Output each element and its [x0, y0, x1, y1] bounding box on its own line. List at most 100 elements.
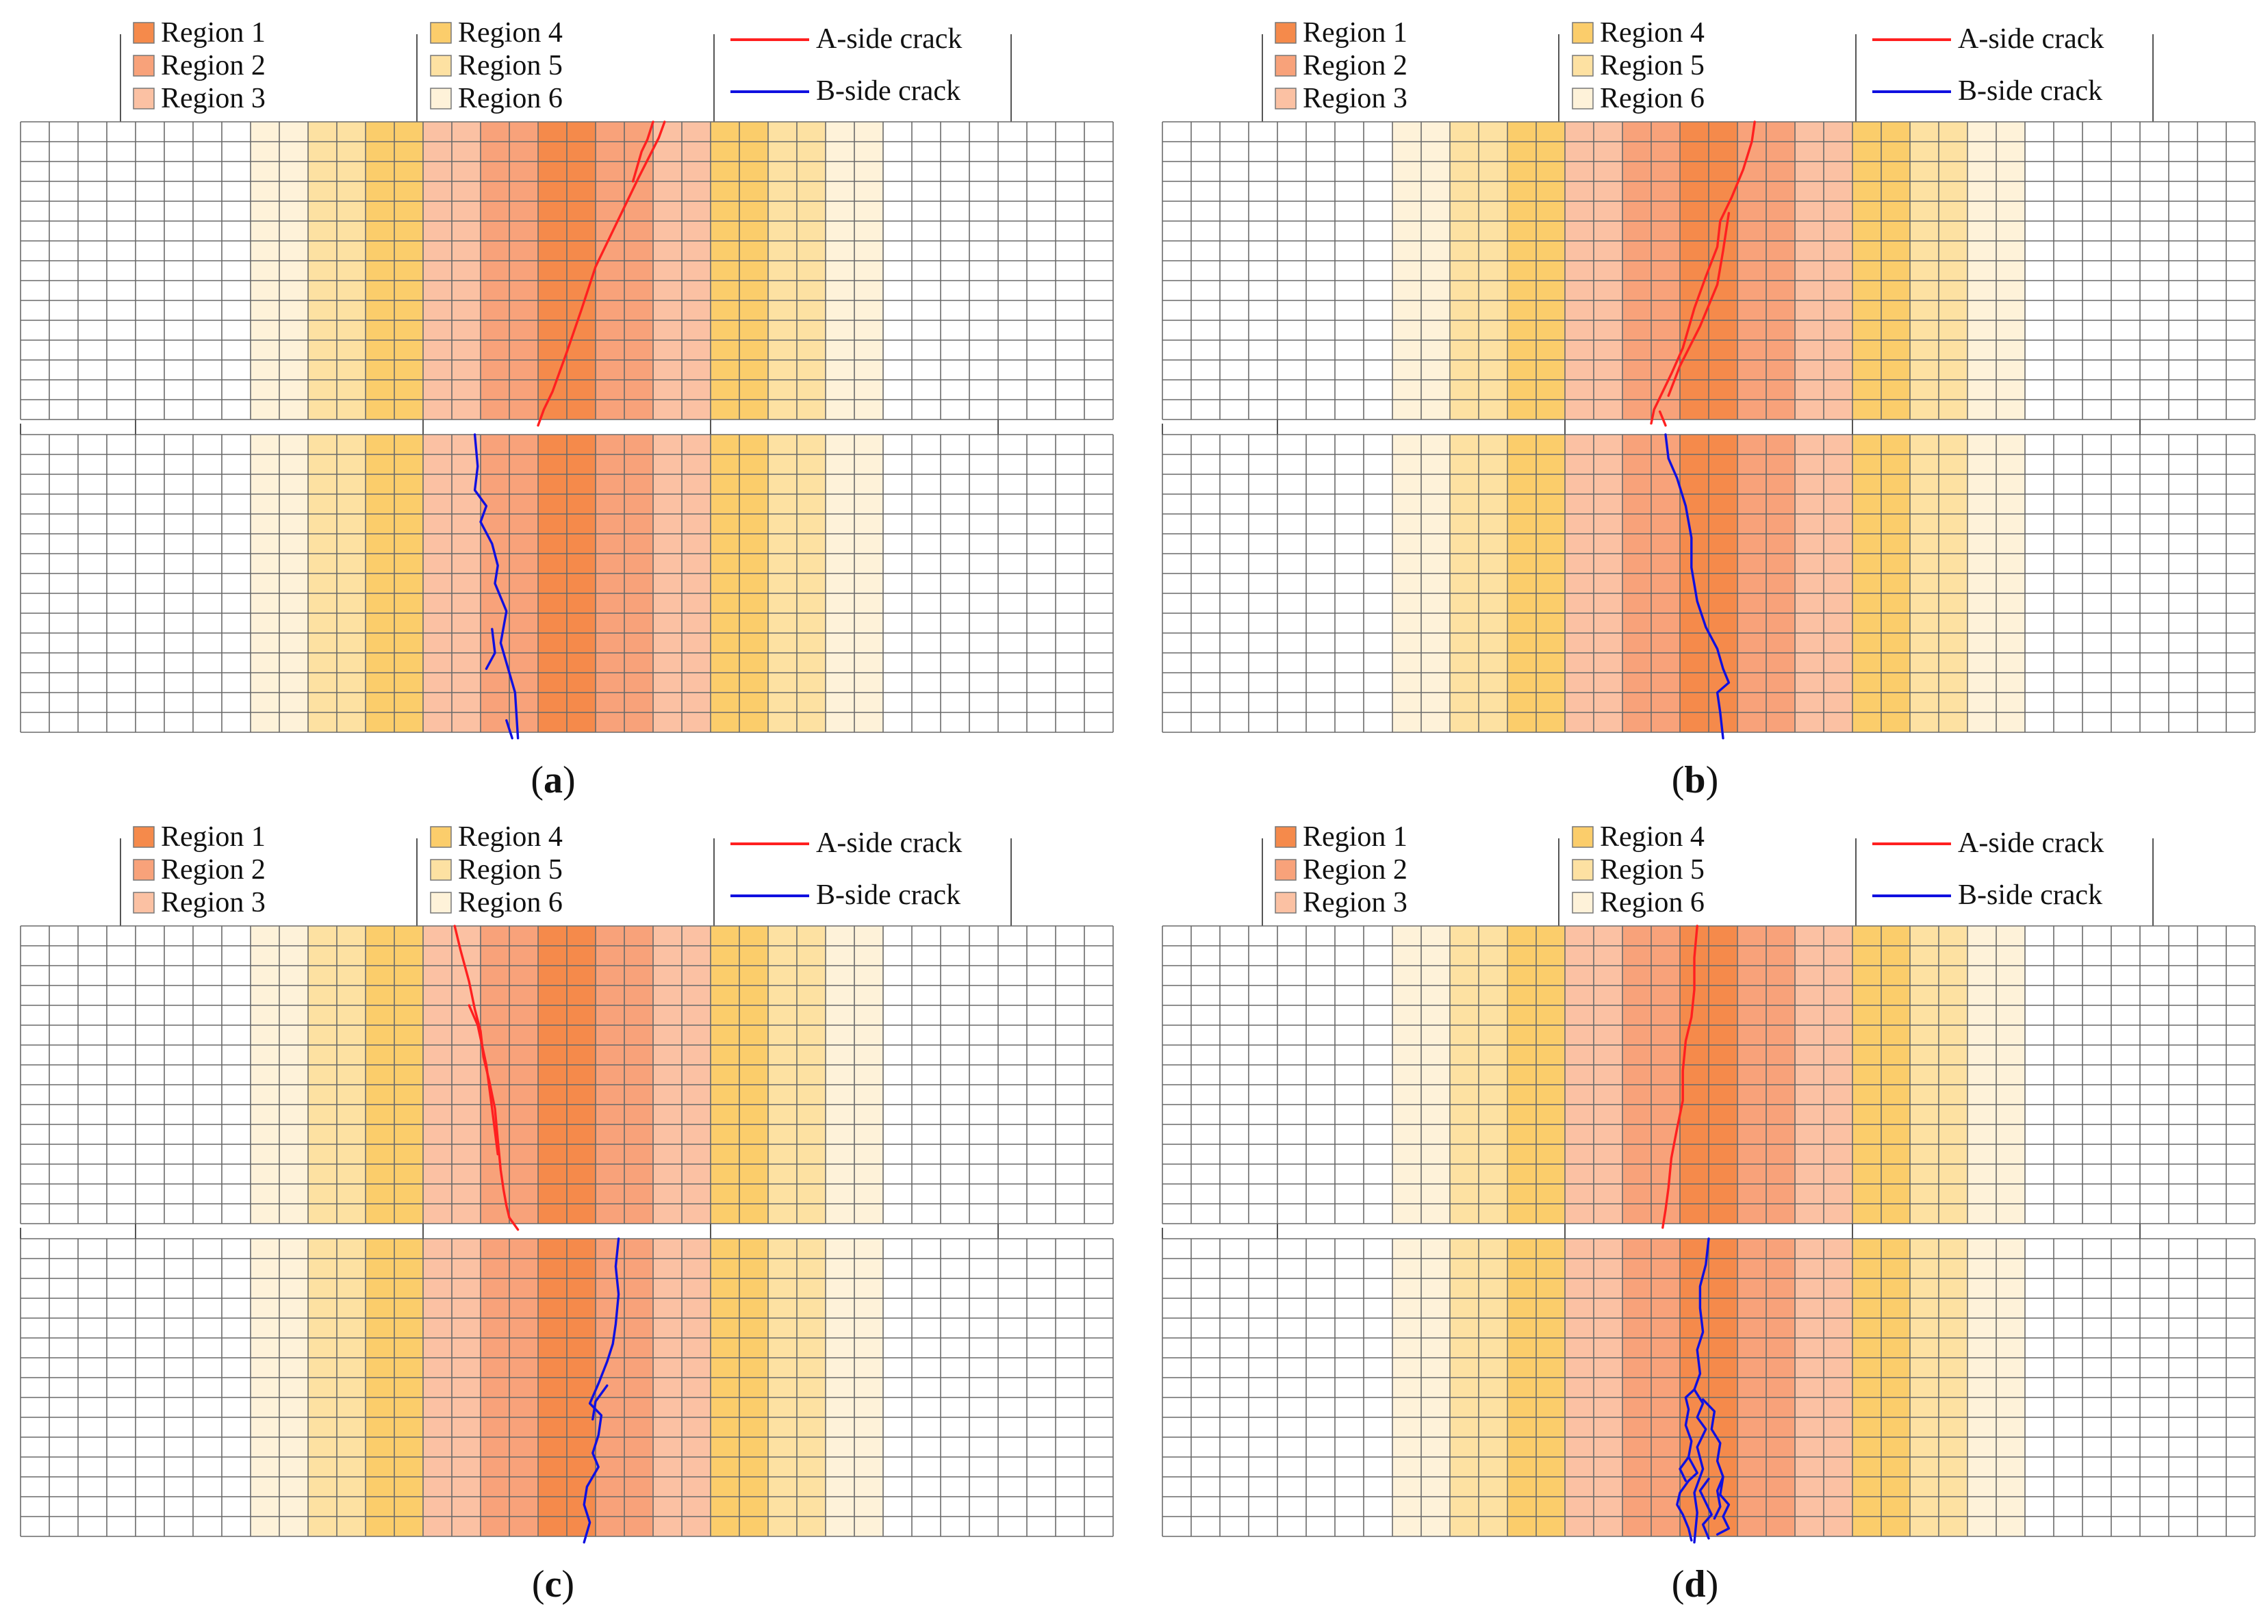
a-side-grid: [20, 925, 1114, 1224]
region-column-3: [452, 122, 481, 420]
region-column-2: [1651, 926, 1681, 1224]
region-column-4: [1852, 1239, 1882, 1536]
region-column-6: [1967, 1239, 1997, 1536]
a-side-grid: [20, 121, 1114, 420]
region-column-6: [854, 926, 884, 1224]
region-column-2: [624, 1239, 654, 1536]
region-column-2: [1737, 926, 1767, 1224]
legend-swatch-region-1: [1275, 22, 1297, 44]
b-side-crack: [1698, 1478, 1713, 1540]
panel-label-open: (: [1672, 759, 1685, 801]
region-column-5: [1939, 926, 1968, 1224]
legend-swatch-region-5: [430, 55, 452, 77]
grid-lines: [20, 434, 1114, 733]
region-column-6: [1967, 926, 1997, 1224]
region-column-5: [797, 926, 826, 1224]
legend-swatch-region-5: [430, 859, 452, 881]
legend-swatch-region-2: [1275, 859, 1297, 881]
b-side-crack: [583, 1237, 620, 1544]
region-column-5: [768, 435, 798, 732]
region-column-6: [1392, 122, 1422, 420]
region-column-4: [394, 435, 424, 732]
region-column-5: [308, 1239, 337, 1536]
region-column-2: [1622, 1239, 1652, 1536]
legend-label-region-5: Region 5: [1600, 50, 1705, 81]
region-column-4: [1881, 926, 1911, 1224]
region-column-3: [1565, 435, 1594, 732]
region-column-3: [682, 926, 711, 1224]
region-column-4: [1536, 926, 1566, 1224]
legend-label-region-1: Region 1: [1303, 17, 1407, 49]
grid-lines: [20, 1238, 1114, 1537]
region-column-4: [1536, 1239, 1566, 1536]
b-side-grid: [1162, 1238, 2256, 1537]
region-column-2: [596, 926, 625, 1224]
a-side-crack: [1658, 410, 1667, 427]
region-column-5: [1450, 1239, 1479, 1536]
region-column-4: [1881, 1239, 1911, 1536]
region-column-3: [1824, 1239, 1853, 1536]
region-column-6: [251, 435, 280, 732]
legend-label-region-6: Region 6: [458, 83, 563, 114]
grid-lines: [20, 925, 1114, 1224]
region-column-1: [1709, 435, 1738, 732]
region-column-1: [567, 926, 596, 1224]
region-column-6: [826, 122, 855, 420]
region-column-5: [337, 1239, 366, 1536]
region-column-1: [1709, 122, 1738, 420]
legend-label-region-2: Region 2: [1303, 854, 1407, 886]
region-column-5: [1910, 435, 1939, 732]
legend-b-side-label: B-side crack: [816, 75, 960, 107]
region-column-2: [1766, 122, 1796, 420]
region-column-5: [1910, 926, 1939, 1224]
legend-label-region-4: Region 4: [458, 17, 563, 49]
legend-swatch-region-1: [133, 826, 155, 848]
legend-a-side-label: A-side crack: [1958, 827, 2104, 859]
legend-swatch-region-6: [430, 88, 452, 109]
region-column-4: [711, 1239, 740, 1536]
region-column-4: [394, 1239, 424, 1536]
region-column-6: [251, 1239, 280, 1536]
region-column-6: [1421, 1239, 1451, 1536]
region-column-2: [509, 926, 539, 1224]
region-column-4: [739, 435, 769, 732]
region-column-1: [538, 122, 568, 420]
region-column-4: [366, 926, 395, 1224]
region-column-6: [826, 435, 855, 732]
region-column-5: [1450, 122, 1479, 420]
region-column-2: [596, 435, 625, 732]
region-column-2: [1651, 122, 1681, 420]
region-column-3: [1795, 122, 1824, 420]
region-column-6: [854, 122, 884, 420]
b-side-crack: [591, 1384, 609, 1421]
region-column-2: [1737, 435, 1767, 732]
panel-label-letter: b: [1684, 759, 1705, 801]
legend-label-region-3: Region 3: [1303, 887, 1407, 918]
legend-swatch-region-1: [133, 22, 155, 44]
legend-swatch-region-2: [133, 859, 155, 881]
legend-label-region-5: Region 5: [458, 50, 563, 81]
region-column-5: [337, 122, 366, 420]
legend-a-side-label: A-side crack: [816, 23, 962, 55]
region-column-4: [1507, 1239, 1537, 1536]
region-column-6: [1392, 1239, 1422, 1536]
region-column-1: [567, 122, 596, 420]
legend-swatch-region-2: [133, 55, 155, 77]
region-column-3: [452, 1239, 481, 1536]
region-column-6: [279, 1239, 309, 1536]
region-column-5: [337, 435, 366, 732]
grid-lines: [1162, 925, 2256, 1224]
legend-label-region-3: Region 3: [161, 887, 266, 918]
legend-swatch-region-3: [133, 88, 155, 109]
region-column-3: [653, 122, 683, 420]
panel-label-close: ): [561, 1563, 574, 1606]
region-column-5: [337, 926, 366, 1224]
legend-label-region-1: Region 1: [161, 821, 266, 853]
region-column-1: [538, 1239, 568, 1536]
region-column-3: [653, 435, 683, 732]
region-column-1: [1709, 926, 1738, 1224]
region-column-3: [1795, 926, 1824, 1224]
panel-label-close: ): [1706, 759, 1719, 801]
